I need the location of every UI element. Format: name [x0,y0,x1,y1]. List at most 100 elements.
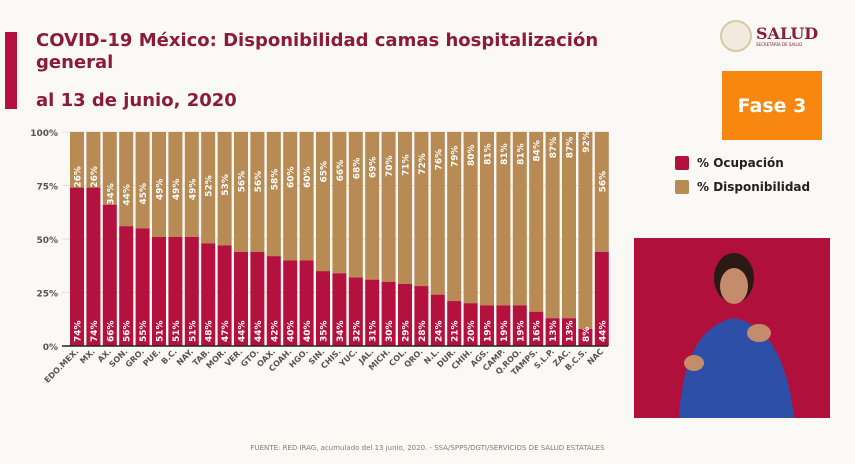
bar-disponibilidad [414,132,429,287]
data-label-ocupacion: 19% [484,320,494,342]
bar-ocupacion [562,318,576,346]
bar-ocupacion [348,277,363,346]
data-label-ocupacion: 42% [270,320,280,342]
data-label-disponibilidad: 52% [205,175,215,197]
bar-ocupacion [266,256,281,346]
data-label-disponibilidad: 69% [369,157,379,179]
bar-disponibilidad [250,132,265,252]
data-label-disponibilidad: 26% [74,166,84,188]
legend-swatch [675,180,689,194]
bar-disponibilidad [70,132,84,188]
data-label-disponibilidad: 45% [139,183,149,205]
bar-disponibilidad [316,132,330,272]
bar-disponibilidad [365,132,380,280]
data-label-ocupacion: 48% [205,320,215,342]
source-footer: FUENTE: RED IRAG, acumulado del 13 junio… [250,444,605,452]
data-label-disponibilidad: 71% [402,154,412,176]
sign-language-interpreter-video [634,238,830,418]
bar-ocupacion [152,236,166,346]
bar-ocupacion [512,305,527,346]
bar-ocupacion [184,236,199,346]
bar-disponibilidad [430,132,445,295]
data-label-disponibilidad: 92% [582,131,592,153]
data-label-disponibilidad: 81% [516,143,526,165]
bar-disponibilidad [529,132,544,312]
data-label-ocupacion: 44% [238,320,248,342]
bar-ocupacion [217,245,232,346]
data-label-ocupacion: 19% [516,320,526,342]
data-label-disponibilidad: 81% [500,143,510,165]
page-subtitle: al 13 de junio, 2020 [36,90,237,111]
bar-ocupacion [283,260,298,346]
bar-disponibilidad [135,132,150,229]
bar-ocupacion [201,243,216,346]
interpreter-figure [679,253,794,418]
data-label-ocupacion: 40% [287,320,297,342]
legend-label: % Ocupación [697,156,784,170]
bar-disponibilidad [119,132,134,227]
data-label-disponibilidad: 79% [451,146,461,168]
bar-chart: 0%25%50%75%100%74%26%EDO.MEX.74%26%MX.66… [30,129,609,385]
legend-label: % Disponibilidad [697,180,811,194]
data-label-disponibilidad: 72% [418,153,428,175]
data-label-ocupacion: 51% [172,320,182,342]
data-label-ocupacion: 8% [582,327,592,342]
bar-ocupacion [135,228,150,346]
bar-ocupacion [463,303,478,346]
data-label-ocupacion: 16% [533,320,543,342]
legend-swatch [675,156,689,170]
data-label-ocupacion: 56% [123,320,133,342]
seal-icon [720,20,752,52]
data-label-ocupacion: 47% [221,320,231,342]
data-label-ocupacion: 66% [106,320,116,342]
legend: % Ocupación % Disponibilidad [675,156,810,204]
x-tick-label: GRO. [124,347,146,369]
data-label-disponibilidad: 56% [238,171,248,193]
data-label-disponibilidad: 49% [156,179,166,201]
data-label-ocupacion: 24% [434,320,444,342]
data-label-ocupacion: 29% [402,320,412,342]
y-tick-label: 75% [36,183,58,193]
y-tick-label: 100% [30,129,58,139]
bar-disponibilidad [578,132,593,329]
bar-disponibilidad [283,132,298,261]
data-label-disponibilidad: 80% [467,144,477,166]
bar-disponibilidad [447,132,462,302]
bar-disponibilidad [480,132,494,306]
bar-ocupacion [102,204,117,346]
data-label-ocupacion: 55% [139,320,149,342]
page-title: COVID-19 México: Disponibilidad camas ho… [36,30,599,73]
bar-disponibilidad [381,132,396,282]
bar-ocupacion [316,271,330,346]
bar-ocupacion [480,305,494,346]
logo-text: SALUD [756,23,819,43]
data-label-disponibilidad: 65% [320,161,330,183]
x-tick-label: NAY. [175,347,195,367]
data-label-disponibilidad: 53% [221,174,231,196]
logo-subtext: SECRETARÍA DE SALUD [756,41,803,47]
data-label-ocupacion: 44% [254,320,264,342]
bar-ocupacion [70,187,84,346]
data-label-disponibilidad: 60% [287,166,297,188]
x-tick-label: NAC [586,347,606,367]
x-tick-label: YUC. [337,347,359,369]
bar-disponibilidad [299,132,314,261]
legend-item-disponibilidad: % Disponibilidad [675,180,810,194]
bar-disponibilidad [234,132,248,252]
data-label-ocupacion: 40% [303,320,313,342]
data-label-ocupacion: 28% [418,320,428,342]
bar-disponibilidad [168,132,183,237]
bar-disponibilidad [332,132,347,274]
bar-disponibilidad [348,132,363,278]
y-tick-label: 25% [36,290,58,300]
title-accent-bar [5,32,17,109]
bar-ocupacion [594,251,609,346]
y-tick-label: 0% [43,343,58,353]
bar-ocupacion [365,279,380,346]
bar-disponibilidad [152,132,166,237]
bar-disponibilidad [102,132,117,205]
bar-ocupacion [529,311,544,346]
bar-disponibilidad [398,132,412,284]
data-label-ocupacion: 21% [451,320,461,342]
data-label-disponibilidad: 81% [484,143,494,165]
